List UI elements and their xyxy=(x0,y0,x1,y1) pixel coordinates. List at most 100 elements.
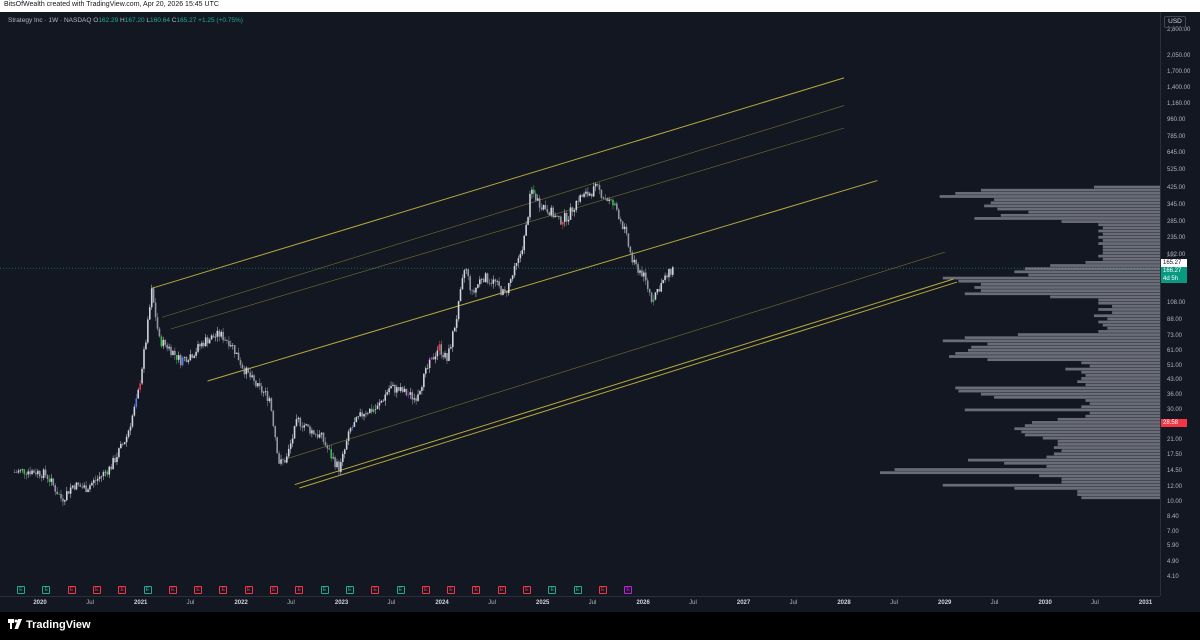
volume-profile-bar xyxy=(1102,251,1160,255)
candle-body xyxy=(502,289,504,295)
price-tick: 17.50 xyxy=(1167,452,1183,459)
earnings-marker-icon[interactable]: E xyxy=(523,586,531,594)
candle-body xyxy=(363,413,365,417)
candle-body xyxy=(133,406,136,416)
candle-body xyxy=(270,398,273,411)
candle-body xyxy=(266,391,269,401)
price-tick: 1,700.00 xyxy=(1167,68,1191,75)
candle-body xyxy=(617,209,620,220)
candle-body xyxy=(87,489,89,493)
chart-pane[interactable] xyxy=(0,12,1160,596)
earnings-marker-icon[interactable]: E xyxy=(168,586,177,594)
candle-body xyxy=(405,388,408,396)
earnings-marker-icon[interactable]: E xyxy=(345,586,354,594)
candle-body xyxy=(231,344,234,346)
earnings-marker-icon[interactable]: E xyxy=(548,586,557,594)
time-label: Jul xyxy=(287,600,295,606)
earnings-marker-icon[interactable]: E xyxy=(118,586,127,594)
earnings-marker-icon[interactable]: E xyxy=(92,586,101,594)
candle-body xyxy=(183,357,186,358)
time-label: Jul xyxy=(990,600,999,606)
volume-profile-bar xyxy=(1024,424,1160,427)
candle-body xyxy=(394,384,396,393)
candle-body xyxy=(577,200,580,202)
earnings-marker-icon[interactable]: E xyxy=(270,586,278,594)
volume-profile-bar xyxy=(1102,257,1160,261)
candle-body xyxy=(403,388,406,392)
candle-body xyxy=(384,394,387,401)
earnings-marker-icon[interactable]: E xyxy=(143,586,152,594)
price-tick: 61.00 xyxy=(1167,347,1183,354)
candle-body xyxy=(96,478,99,481)
earnings-marker-icon[interactable]: E xyxy=(371,586,380,594)
earnings-marker-icon[interactable]: E xyxy=(244,586,253,594)
tradingview-logo-icon xyxy=(8,619,22,629)
earnings-marker-icon[interactable]: E xyxy=(295,586,304,594)
earnings-marker-icon[interactable]: E xyxy=(17,586,25,594)
candle-body xyxy=(328,448,331,450)
candle-body xyxy=(174,350,176,355)
earnings-marker-icon[interactable]: E xyxy=(447,586,456,594)
volume-profile-bar xyxy=(880,471,1160,475)
candle-body xyxy=(237,352,240,361)
candle-body xyxy=(482,278,485,283)
volume-profile-bar xyxy=(894,468,1160,471)
earnings-marker-icon[interactable]: E xyxy=(598,586,607,594)
candle-body xyxy=(378,402,381,406)
candle-body xyxy=(303,425,305,428)
candle-body xyxy=(579,195,581,202)
earnings-marker-icon[interactable]: E xyxy=(320,586,329,594)
earnings-marker-icon[interactable]: E xyxy=(219,586,228,594)
channel-line xyxy=(207,180,878,382)
candle-body xyxy=(486,273,489,283)
candle-body xyxy=(102,472,105,476)
time-label: 2020 xyxy=(33,600,47,606)
time-label: 2021 xyxy=(134,600,148,606)
candle-body xyxy=(137,389,140,399)
candle-body xyxy=(527,217,529,225)
volume-profile-bar xyxy=(997,207,1160,211)
currency-button[interactable]: USD xyxy=(1164,16,1186,28)
volume-profile-bar xyxy=(1085,261,1160,264)
volume-profile-bar xyxy=(1085,399,1160,402)
earnings-marker-icon[interactable]: E xyxy=(624,586,633,594)
candle-body xyxy=(282,459,284,461)
change-value: +1.25 (+0.75%) xyxy=(198,17,243,24)
time-label: 2025 xyxy=(536,600,550,606)
candle-body xyxy=(243,368,246,375)
earnings-marker-icon[interactable]: E xyxy=(42,586,51,594)
candle-body xyxy=(168,346,170,349)
candle-body xyxy=(313,430,315,435)
candle-body xyxy=(212,335,215,338)
candle-body xyxy=(390,386,392,389)
time-axis[interactable]: 2020 Jul 2021 Jul 2022 Jul 2023 Jul 2024 Jul 2025 J… xyxy=(0,596,1160,610)
candle-body xyxy=(648,288,651,293)
candle-body xyxy=(621,221,624,230)
earnings-marker-icon[interactable]: E xyxy=(194,586,203,594)
candle-body xyxy=(29,471,31,475)
volume-profile-bar xyxy=(1004,461,1160,465)
candle-body xyxy=(314,434,317,435)
earnings-marker-icon[interactable]: E xyxy=(497,586,506,594)
candle-body xyxy=(563,212,566,222)
candle-body xyxy=(660,283,663,292)
volume-profile-bar xyxy=(1042,436,1160,440)
candle-body xyxy=(189,354,192,361)
earnings-marker-icon[interactable]: E xyxy=(421,586,430,594)
price-tick: 88.00 xyxy=(1167,316,1183,323)
candle-body xyxy=(193,355,195,358)
earnings-marker-icon[interactable]: E xyxy=(396,586,405,594)
chart-canvas[interactable] xyxy=(0,0,1200,612)
candle-body xyxy=(249,372,251,378)
time-label: 2028 xyxy=(837,600,851,606)
volume-profile-bar xyxy=(967,348,1160,352)
earnings-marker-icon[interactable]: E xyxy=(67,586,76,594)
candle-body xyxy=(367,413,369,414)
footer-bar: TradingView xyxy=(0,612,1200,640)
earnings-marker-icon[interactable]: E xyxy=(472,586,481,594)
candle-body xyxy=(15,472,18,473)
price-tick: 14.50 xyxy=(1167,468,1183,475)
earnings-marker-icon[interactable]: E xyxy=(573,586,582,594)
time-label: 2030 xyxy=(1038,600,1052,606)
price-axis[interactable]: 2,800.00 2,050.00 1,700.00 1,400.00 1,160.00… xyxy=(1160,12,1200,596)
